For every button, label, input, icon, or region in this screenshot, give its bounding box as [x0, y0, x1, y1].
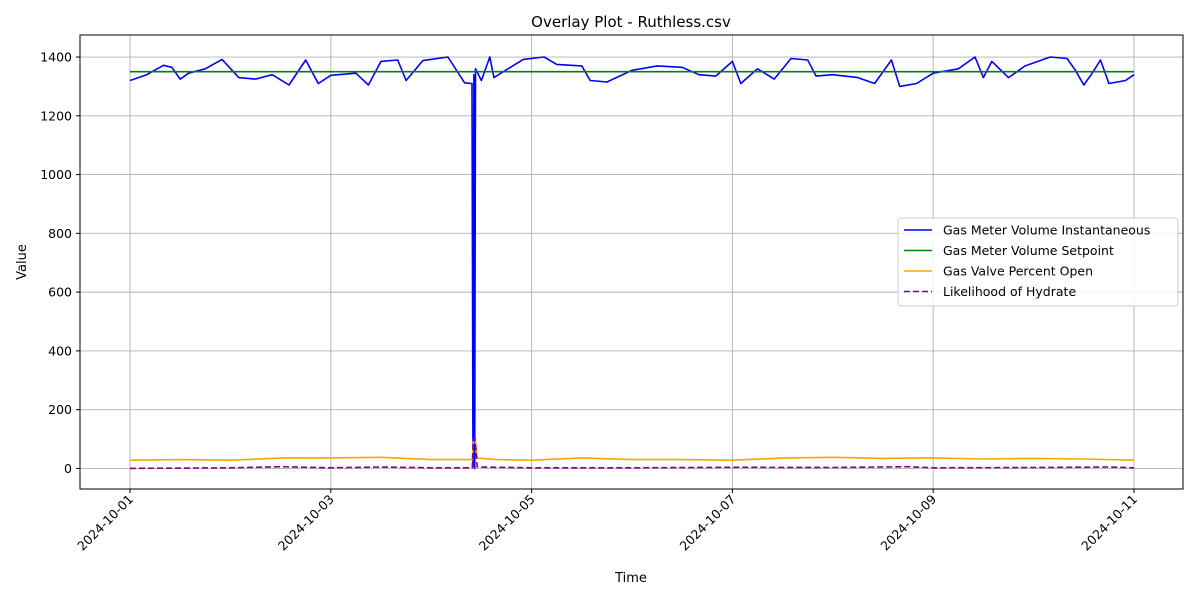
- legend-label: Gas Meter Volume Setpoint: [943, 243, 1114, 258]
- x-tick-label: 2024-10-11: [1078, 492, 1140, 554]
- x-tick-label: 2024-10-07: [677, 492, 739, 554]
- series-line: [129, 438, 1135, 470]
- chart-title: Overlay Plot - Ruthless.csv: [531, 13, 731, 31]
- plot-area-frame: [79, 34, 1184, 490]
- legend-label: Likelihood of Hydrate: [943, 284, 1076, 299]
- x-axis: 2024-10-01 2024-10-03 2024-10-05 2024-10-07…: [74, 489, 1140, 553]
- x-tick-label: 2024-10-01: [74, 492, 136, 554]
- x-axis-label: Time: [614, 571, 647, 586]
- y-axis: 0 200 400 600 800 1000 1200 1400: [40, 50, 80, 476]
- y-tick-label: 1000: [40, 167, 72, 182]
- y-tick-label: 0: [64, 461, 72, 476]
- y-tick-label: 400: [48, 343, 72, 358]
- x-tick-label: 2024-10-03: [275, 492, 337, 554]
- series-line: [129, 438, 1135, 461]
- y-tick-label: 1200: [40, 108, 72, 123]
- plot-series: [129, 56, 1135, 470]
- y-tick-label: 800: [48, 226, 72, 241]
- y-tick-label: 600: [48, 285, 72, 300]
- legend-label: Gas Valve Percent Open: [943, 264, 1093, 279]
- legend-label: Gas Meter Volume Instantaneous: [943, 223, 1150, 238]
- x-tick-label: 2024-10-09: [877, 491, 939, 553]
- y-axis-label: Value: [15, 244, 30, 280]
- x-tick-label: 2024-10-05: [476, 492, 538, 554]
- y-tick-label: 200: [48, 402, 72, 417]
- y-tick-label: 1400: [40, 50, 72, 65]
- legend: Gas Meter Volume Instantaneous Gas Meter …: [897, 217, 1179, 307]
- legend-box: [897, 217, 1179, 307]
